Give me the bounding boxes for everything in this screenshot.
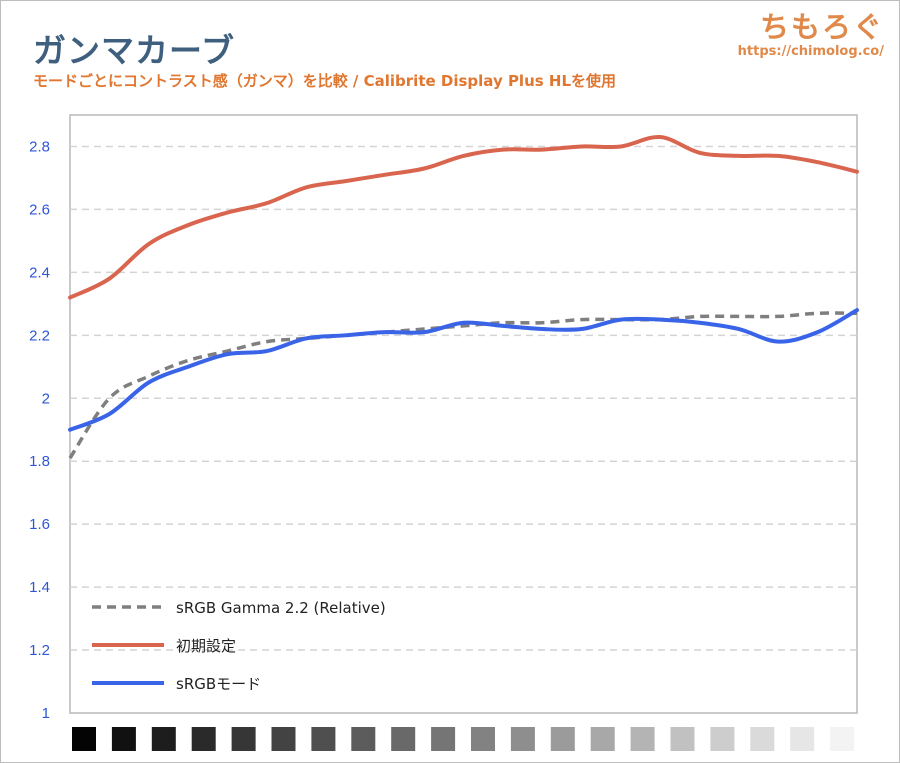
gray-step-swatch bbox=[830, 727, 855, 751]
gray-step-swatch bbox=[471, 727, 495, 751]
y-tick-label: 1.8 bbox=[29, 453, 50, 470]
gray-step-swatch bbox=[351, 727, 376, 751]
gray-step-swatch bbox=[590, 727, 615, 751]
gray-step-swatch bbox=[510, 727, 535, 751]
gray-step-swatch bbox=[111, 727, 136, 751]
gray-step-swatch bbox=[630, 727, 655, 751]
gray-step-swatch bbox=[311, 727, 336, 751]
legend: sRGB Gamma 2.2 (Relative) 初期設定 sRGBモード bbox=[92, 599, 386, 693]
y-tick-label: 1.6 bbox=[29, 516, 50, 533]
y-tick-label: 1.4 bbox=[29, 579, 50, 596]
gray-step-swatch bbox=[710, 727, 735, 751]
gray-step-swatch bbox=[72, 727, 96, 751]
gray-step-swatch bbox=[431, 727, 456, 751]
chart-title: ガンマカーブ bbox=[33, 31, 236, 70]
series-lines bbox=[68, 135, 859, 460]
brand-url: https://chimolog.co/ bbox=[737, 44, 884, 59]
y-tick-label: 2.6 bbox=[29, 201, 50, 218]
gray-step-swatch bbox=[790, 727, 815, 751]
y-tick-label: 2.2 bbox=[29, 327, 50, 344]
series-line-srgb-mode bbox=[68, 308, 859, 432]
y-tick-label: 2.8 bbox=[29, 138, 50, 155]
chart-subtitle: モードごとにコントラスト感（ガンマ）を比較 / Calibrite Displa… bbox=[33, 72, 617, 90]
gray-step-swatch bbox=[271, 727, 296, 751]
gray-step-swatch bbox=[151, 727, 176, 751]
y-tick-label: 2 bbox=[42, 390, 50, 407]
legend-label-srgb-mode: sRGBモード bbox=[176, 675, 261, 693]
plot-area bbox=[69, 114, 858, 714]
legend-label-initial: 初期設定 bbox=[176, 637, 236, 655]
brand-logo: ちもろぐ https://chimolog.co/ bbox=[738, 4, 884, 59]
y-tick-label: 1 bbox=[42, 705, 50, 722]
y-tick-label: 1.2 bbox=[29, 642, 50, 659]
y-axis-ticks: 1 1.2 1.4 1.6 1.8 2 2.2 2.4 2.6 2.8 bbox=[29, 138, 50, 722]
gray-step-swatch bbox=[670, 727, 695, 751]
y-tick-label: 2.4 bbox=[29, 264, 50, 281]
gray-step-swatch bbox=[231, 727, 256, 751]
grayscale-steps bbox=[72, 727, 855, 751]
gray-step-swatch bbox=[750, 727, 775, 751]
series-line-reference bbox=[68, 311, 858, 460]
brand-name: ちもろぐ bbox=[759, 10, 884, 44]
legend-label-reference: sRGB Gamma 2.2 (Relative) bbox=[176, 599, 386, 617]
series-line-initial bbox=[68, 135, 859, 300]
gray-step-swatch bbox=[550, 727, 575, 751]
gray-step-swatch bbox=[191, 727, 216, 751]
gray-step-swatch bbox=[391, 727, 416, 751]
